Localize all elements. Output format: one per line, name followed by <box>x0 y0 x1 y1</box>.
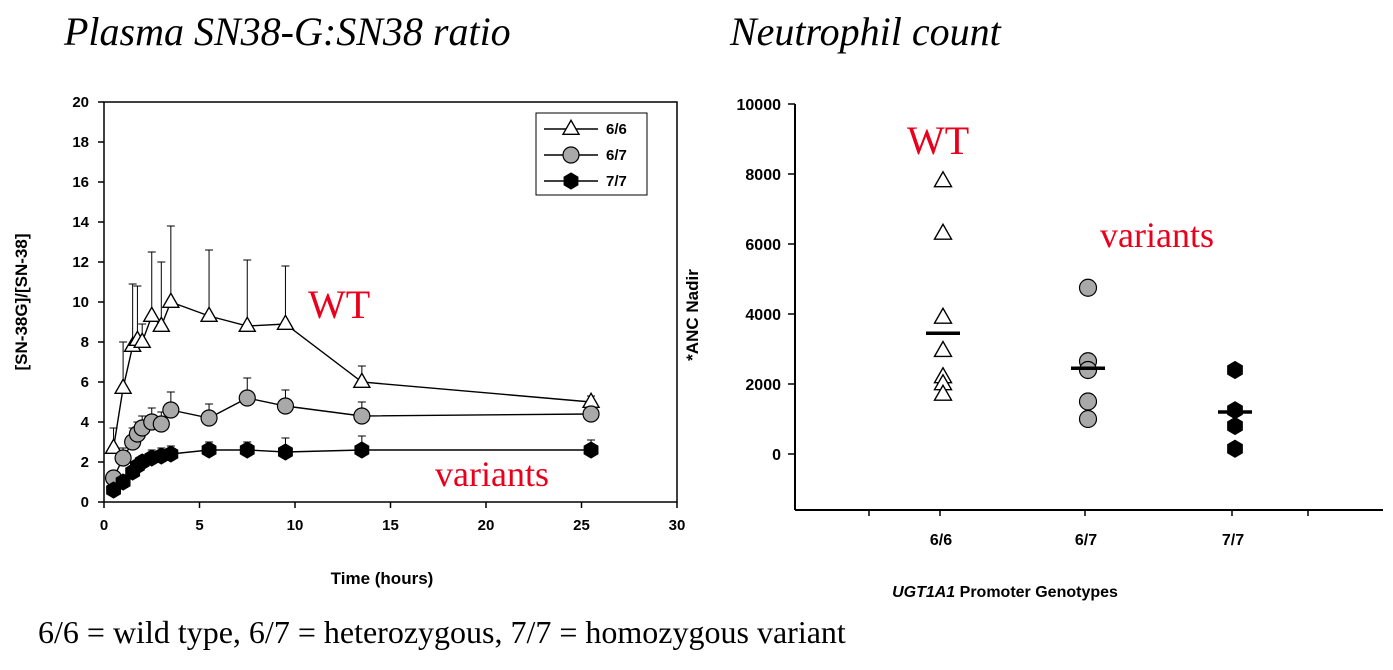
data-point-6-6 <box>199 305 219 323</box>
figure-canvas: 0 5 10 15 20 25 30 0 2 4 6 8 10 12 14 16 18 20 Time (hour… <box>10 92 1383 601</box>
legend-label-6-7: 6/7 <box>606 147 627 164</box>
left-y-tick-label: 8 <box>81 334 89 351</box>
data-point-6-7 <box>238 389 256 407</box>
right-wt-annotation: WT <box>907 118 969 163</box>
left-y-tick-label: 14 <box>72 214 89 231</box>
right-chart-title: Neutrophil count <box>730 9 1001 54</box>
right-x-tick-label: 7/7 <box>1222 532 1244 549</box>
scatter-point-6-7 <box>1078 409 1098 429</box>
left-y-tick-label: 2 <box>81 454 89 471</box>
data-point-6-6 <box>152 315 171 333</box>
data-point-6-7 <box>200 409 218 427</box>
left-x-tick-label: 0 <box>100 517 108 534</box>
right-variants-annotation: variants <box>1100 215 1214 255</box>
data-point-6-7 <box>276 397 295 415</box>
legend-marker-6-6 <box>561 118 581 136</box>
data-point-7-7 <box>201 441 217 459</box>
right-axes: 0 2000 4000 6000 8000 10000 6/6 6/7 7/7 <box>737 97 1383 549</box>
scatter-point-6-6 <box>933 340 953 358</box>
scatter-point-7-7 <box>1227 416 1243 436</box>
left-y-tick-label: 18 <box>72 134 89 151</box>
data-point-7-7 <box>163 445 179 463</box>
data-point-6-6 <box>161 291 181 309</box>
left-x-tick-label: 20 <box>478 517 495 534</box>
left-x-tick-label: 10 <box>287 517 304 534</box>
right-y-tick-label: 6000 <box>745 237 781 254</box>
data-point-7-7 <box>239 441 255 459</box>
data-point-6-6 <box>132 331 152 349</box>
genotype-footnote: 6/6 = wild type, 6/7 = heterozygous, 7/7… <box>38 614 846 650</box>
right-y-tick-label: 2000 <box>745 377 781 394</box>
scatter-point-6-6 <box>933 222 953 240</box>
left-y-tick-label: 20 <box>72 94 89 111</box>
data-point-6-6 <box>142 305 161 323</box>
left-y-axis-label: [SN-38G]/[SN-38] <box>12 234 31 371</box>
data-point-6-6 <box>276 313 295 331</box>
scatter-point-7-7 <box>1227 439 1243 458</box>
scatter-point-6-7 <box>1078 392 1098 411</box>
legend-marker-6-7 <box>562 146 580 164</box>
data-point-7-7 <box>583 441 599 459</box>
scatter-point-7-7 <box>1227 360 1243 380</box>
left-y-tick-label: 12 <box>72 254 89 271</box>
left-y-tick-label: 0 <box>81 494 89 511</box>
legend-label-6-6: 6/6 <box>606 121 627 138</box>
data-point-6-6 <box>238 315 257 333</box>
right-y-tick-label: 10000 <box>737 97 782 114</box>
data-point-6-7 <box>582 405 600 423</box>
right-x-tick-label: 6/6 <box>930 532 952 549</box>
right-x-tick-label: 6/7 <box>1075 532 1097 549</box>
right-x-axis-label-italic: UGT1A1 <box>892 584 955 601</box>
left-y-tick-label: 6 <box>81 374 89 391</box>
right-y-axis-label: *ANC Nadir <box>683 269 702 361</box>
left-x-tick-label: 5 <box>195 517 203 534</box>
left-data-points <box>104 291 601 499</box>
scatter-point-6-6 <box>933 170 953 188</box>
left-variants-annotation: variants <box>435 454 549 494</box>
left-legend: 6/6 6/7 7/7 <box>535 112 648 196</box>
data-point-6-7 <box>114 449 132 467</box>
left-x-tick-label: 30 <box>669 517 686 534</box>
data-point-7-7 <box>354 441 370 459</box>
left-x-axis-label: Time (hours) <box>331 569 434 588</box>
data-point-6-6 <box>104 437 123 455</box>
right-data-points <box>926 170 1252 458</box>
right-y-tick-label: 8000 <box>745 167 781 184</box>
data-point-6-6 <box>113 377 133 395</box>
left-wt-annotation: WT <box>308 282 370 327</box>
legend-box <box>535 112 648 196</box>
left-x-tick-label: 25 <box>573 517 590 534</box>
left-y-tick-label: 16 <box>72 174 89 191</box>
right-x-axis-label: UGT1A1 Promoter Genotypes <box>892 584 1118 601</box>
left-x-tick-label: 15 <box>382 517 399 534</box>
scatter-point-6-6 <box>933 383 953 401</box>
data-point-7-7 <box>278 443 293 461</box>
left-y-tick-label: 10 <box>72 294 89 311</box>
legend-label-7-7: 7/7 <box>606 173 627 190</box>
scatter-point-6-6 <box>933 306 953 324</box>
data-point-6-7 <box>162 401 180 419</box>
left-chart-title: Plasma SN38-G:SN38 ratio <box>64 9 511 54</box>
data-point-6-6 <box>352 371 372 389</box>
right-y-tick-label: 4000 <box>745 307 781 324</box>
left-axes: 0 5 10 15 20 25 30 0 2 4 6 8 10 12 14 16 18 20 <box>72 94 685 534</box>
right-x-axis-label-rest: Promoter Genotypes <box>955 584 1118 601</box>
data-point-6-7 <box>353 407 371 425</box>
right-y-tick-label: 0 <box>772 447 781 464</box>
left-y-tick-label: 4 <box>81 414 90 431</box>
scatter-point-6-7 <box>1078 278 1098 297</box>
data-point-6-7 <box>152 415 170 433</box>
legend-marker-7-7 <box>563 172 579 190</box>
